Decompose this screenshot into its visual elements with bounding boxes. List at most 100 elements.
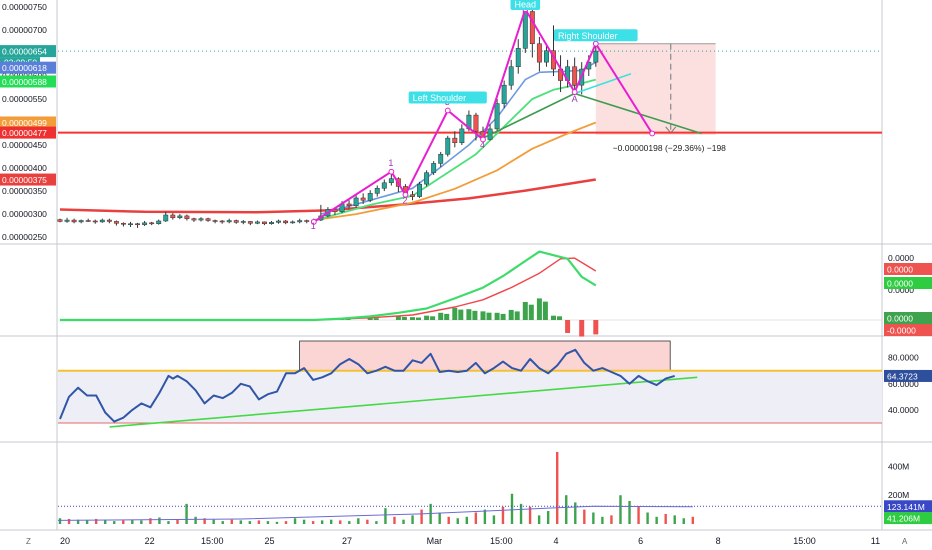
time-axis-label: 20	[60, 536, 70, 546]
macd-badge	[884, 277, 932, 289]
volume-bar	[239, 520, 242, 524]
volume-bar	[646, 512, 649, 524]
candle	[247, 221, 253, 224]
volume-bar	[583, 509, 586, 524]
candle	[99, 219, 105, 223]
candle	[445, 137, 451, 155]
candle	[156, 220, 162, 224]
volume-bar	[501, 506, 505, 524]
volume-bar	[113, 521, 116, 524]
macd-histogram-bar	[410, 317, 415, 320]
candle	[515, 48, 521, 68]
candle	[297, 220, 303, 223]
volume-bar	[574, 502, 577, 524]
volume-bar	[302, 519, 306, 524]
volume-bar	[375, 521, 378, 524]
pattern-label: A	[572, 94, 578, 104]
macd-histogram-bar	[508, 309, 514, 320]
candle	[226, 220, 232, 223]
volume-bar	[149, 518, 152, 524]
macd-histogram-bar	[494, 312, 500, 320]
macd-histogram-bar	[514, 311, 520, 320]
rsi-badge	[884, 369, 932, 382]
price-tick: 0.00000300	[2, 209, 47, 219]
pattern-point	[388, 168, 395, 175]
volume-bar	[167, 521, 170, 524]
macd-histogram-bar	[500, 313, 506, 320]
volume-bar	[519, 503, 523, 524]
pattern-point	[480, 136, 486, 143]
volume-bar	[311, 521, 315, 524]
candle	[367, 193, 373, 201]
projection-label: −0.00000198 (−29.36%) −198	[613, 143, 726, 153]
macd-tick: 0.0000	[888, 285, 914, 295]
volume-badge	[884, 512, 932, 525]
time-axis-label: 6	[638, 536, 643, 546]
volume-bar	[402, 519, 405, 524]
candle	[163, 214, 169, 222]
price-badge-text: 0.00000477	[2, 128, 47, 138]
candle	[269, 222, 274, 224]
candle	[191, 218, 197, 221]
volume-bar	[185, 503, 188, 524]
volume-bar	[357, 518, 360, 524]
volume-bar	[420, 509, 423, 524]
volume-bar	[438, 512, 441, 524]
volume-bar	[664, 513, 667, 524]
candle	[388, 178, 394, 184]
candle	[71, 219, 77, 223]
macd-badge	[884, 263, 932, 275]
pattern-point	[592, 40, 599, 47]
candle	[149, 222, 155, 225]
volume-bar	[122, 520, 125, 524]
macd-badge-text: 0.0000	[887, 314, 913, 324]
macd-histogram-bar	[557, 316, 562, 320]
rsi-badge-text: 64.3723	[887, 371, 918, 381]
price-tick: 0.00000450	[2, 140, 47, 150]
candle	[205, 218, 211, 221]
volume-bar	[348, 521, 351, 524]
candle	[135, 223, 141, 225]
volume-bar	[275, 521, 279, 524]
volume-bar	[682, 518, 685, 524]
macd-histogram-bar	[367, 317, 373, 320]
volume-bar	[339, 520, 342, 524]
volume-bar	[320, 520, 324, 524]
volume-tick: 200M	[888, 490, 909, 500]
macd-badge	[884, 312, 932, 324]
volume-bar	[447, 516, 450, 524]
macd-histogram-bar	[444, 313, 450, 320]
rsi-trend-line	[109, 376, 698, 428]
pattern-point	[649, 130, 656, 137]
candle	[346, 203, 352, 207]
volume-bar	[546, 511, 550, 524]
macd-badge-text: 0.0000	[887, 265, 913, 275]
volume-bar	[592, 512, 595, 524]
price-badge	[0, 75, 56, 88]
volume-bar	[456, 518, 459, 524]
volume-bar	[637, 506, 640, 524]
candle	[360, 197, 366, 201]
macd-histogram-bar	[542, 301, 548, 320]
macd-badge	[884, 324, 932, 336]
pattern-label: 1	[311, 221, 316, 231]
volume-bar	[194, 516, 197, 524]
pattern-point	[571, 89, 578, 95]
pattern-label: 2	[402, 195, 407, 205]
volume-tick: 400M	[888, 461, 909, 471]
macd-badge-text: -0.0000	[887, 326, 916, 336]
pattern-label: 4	[480, 140, 485, 150]
candle	[494, 103, 500, 130]
candle	[381, 182, 387, 189]
macd-histogram-bar	[373, 318, 379, 320]
volume-bar	[565, 495, 568, 524]
macd-histogram-bar	[430, 316, 436, 320]
rsi-high-zone	[299, 340, 671, 372]
macd-histogram-bar	[395, 316, 401, 320]
volume-bar	[619, 495, 622, 524]
time-axis-label: 15:00	[793, 536, 816, 546]
zoom-icon: Z	[26, 537, 31, 546]
volume-bar	[104, 519, 107, 524]
